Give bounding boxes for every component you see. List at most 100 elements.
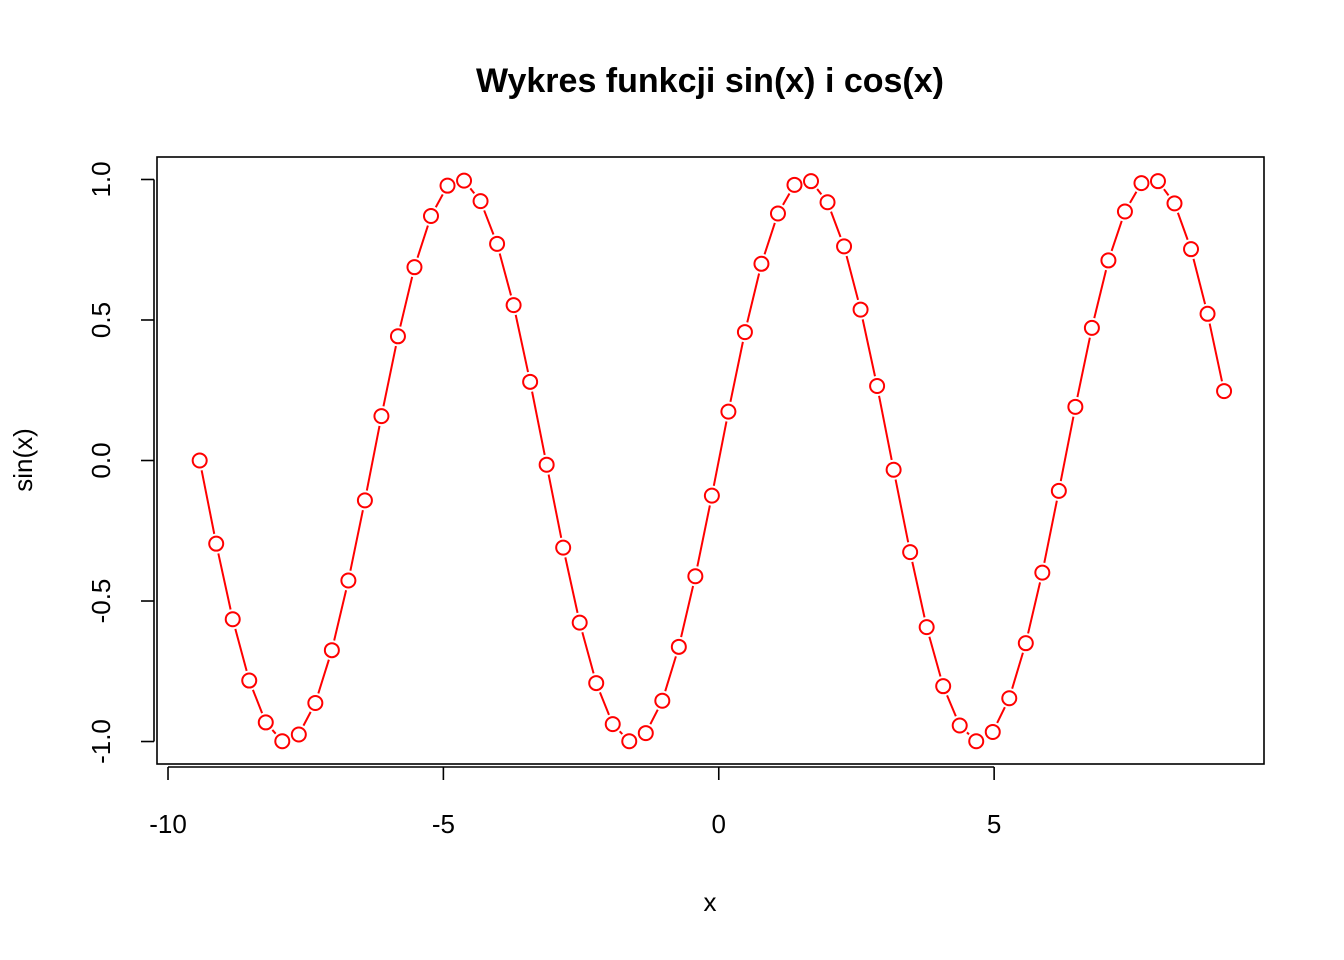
data-point: [902, 544, 919, 561]
data-point: [869, 378, 886, 395]
data-point: [803, 173, 820, 190]
data-point: [1050, 482, 1067, 499]
series-line-segment: [1027, 582, 1042, 634]
data-point: [323, 642, 340, 659]
series-line-segment: [911, 561, 926, 618]
series-line-segment: [531, 391, 546, 456]
data-point: [373, 408, 390, 425]
series-line-segment: [696, 505, 711, 567]
data-point: [307, 695, 324, 712]
series-line-segment: [514, 314, 530, 373]
data-point: [1017, 635, 1034, 652]
data-point: [555, 539, 572, 556]
data-point: [918, 619, 935, 636]
data-point: [621, 733, 638, 750]
y-tick-label: 1.0: [86, 161, 116, 197]
y-tick-label: -1.0: [86, 719, 116, 764]
plot-frame: [156, 156, 1265, 765]
series-line-segment: [599, 691, 610, 716]
series-line-segment: [1192, 258, 1207, 305]
data-point: [885, 461, 902, 478]
series-line-segment: [966, 731, 970, 736]
y-tick-label: 0.5: [86, 302, 116, 338]
x-axis: -10 -5 0 5: [149, 766, 1001, 839]
series-line-segment: [928, 636, 942, 677]
series-line-segment: [251, 689, 264, 714]
data-point: [951, 717, 968, 734]
data-point: [687, 568, 704, 585]
series-line-segment: [483, 210, 495, 235]
series-line-segment: [845, 255, 860, 301]
series-line-segment: [830, 211, 842, 238]
series-line-segment: [234, 628, 248, 672]
x-tick-label: -5: [432, 809, 455, 839]
series-line-segment: [782, 192, 791, 206]
data-point: [720, 403, 737, 420]
series-line-segment: [382, 345, 397, 407]
data-point: [241, 672, 258, 689]
data-point: [968, 733, 985, 750]
data-point: [935, 678, 952, 695]
series-line-segment: [317, 659, 330, 694]
series-line-segment: [664, 656, 677, 692]
data-point: [472, 193, 489, 210]
data-point: [489, 235, 506, 252]
y-axis-label: sin(x): [8, 428, 38, 492]
data-point: [984, 723, 1001, 740]
series-line-segment: [547, 474, 563, 539]
data-point: [852, 301, 869, 318]
data-point: [1116, 203, 1133, 220]
data-point: [1199, 305, 1216, 322]
x-tick-label: 5: [987, 809, 1001, 839]
series-line-segment: [1059, 416, 1075, 482]
data-point: [736, 324, 753, 341]
data-point: [439, 177, 456, 194]
data-point: [1183, 241, 1200, 258]
series-line-segment: [894, 479, 910, 543]
data-point: [538, 456, 555, 473]
series-line-segment: [1110, 220, 1123, 252]
data-point: [340, 572, 357, 589]
series-line-segment: [469, 187, 476, 194]
data-point: [1001, 690, 1018, 707]
series-line-segment: [271, 729, 277, 735]
data-point: [422, 208, 439, 225]
data-point: [1216, 383, 1233, 400]
series-line-segment: [217, 553, 232, 610]
data-point: [1149, 173, 1166, 190]
series-line-segment: [729, 341, 744, 403]
data-point: [389, 328, 406, 345]
data-point: [588, 675, 605, 692]
x-tick-label: 0: [712, 809, 726, 839]
data-point: [406, 259, 423, 276]
data-point: [290, 726, 307, 743]
data-point: [1083, 319, 1100, 336]
data-point: [753, 255, 770, 272]
series-line-segment: [498, 253, 512, 296]
data-point: [654, 692, 671, 709]
series-line-segment: [746, 273, 761, 323]
data-point: [637, 725, 654, 742]
series-line-segment: [1208, 323, 1223, 382]
series-line-segment: [816, 188, 823, 195]
data-point: [456, 172, 473, 189]
series-line-segment: [333, 589, 348, 641]
y-tick-label: -0.5: [86, 579, 116, 624]
y-tick-label: 0.0: [86, 442, 116, 478]
series-line-segment: [618, 730, 624, 735]
series-line-segment: [365, 425, 381, 491]
series-line-segment: [200, 470, 216, 535]
series-line-segment: [763, 222, 776, 255]
data-point: [670, 638, 687, 655]
data-point: [1166, 195, 1183, 212]
data-point: [522, 373, 539, 390]
series-line-segment: [1176, 212, 1189, 241]
plot-area: [191, 172, 1233, 750]
series-line-segment: [1093, 269, 1108, 319]
series-line-segment: [1011, 652, 1024, 689]
series-line-segment: [878, 395, 893, 461]
data-point: [703, 487, 720, 504]
series-line-segment: [1076, 337, 1091, 398]
series-line-segment: [1129, 191, 1138, 204]
